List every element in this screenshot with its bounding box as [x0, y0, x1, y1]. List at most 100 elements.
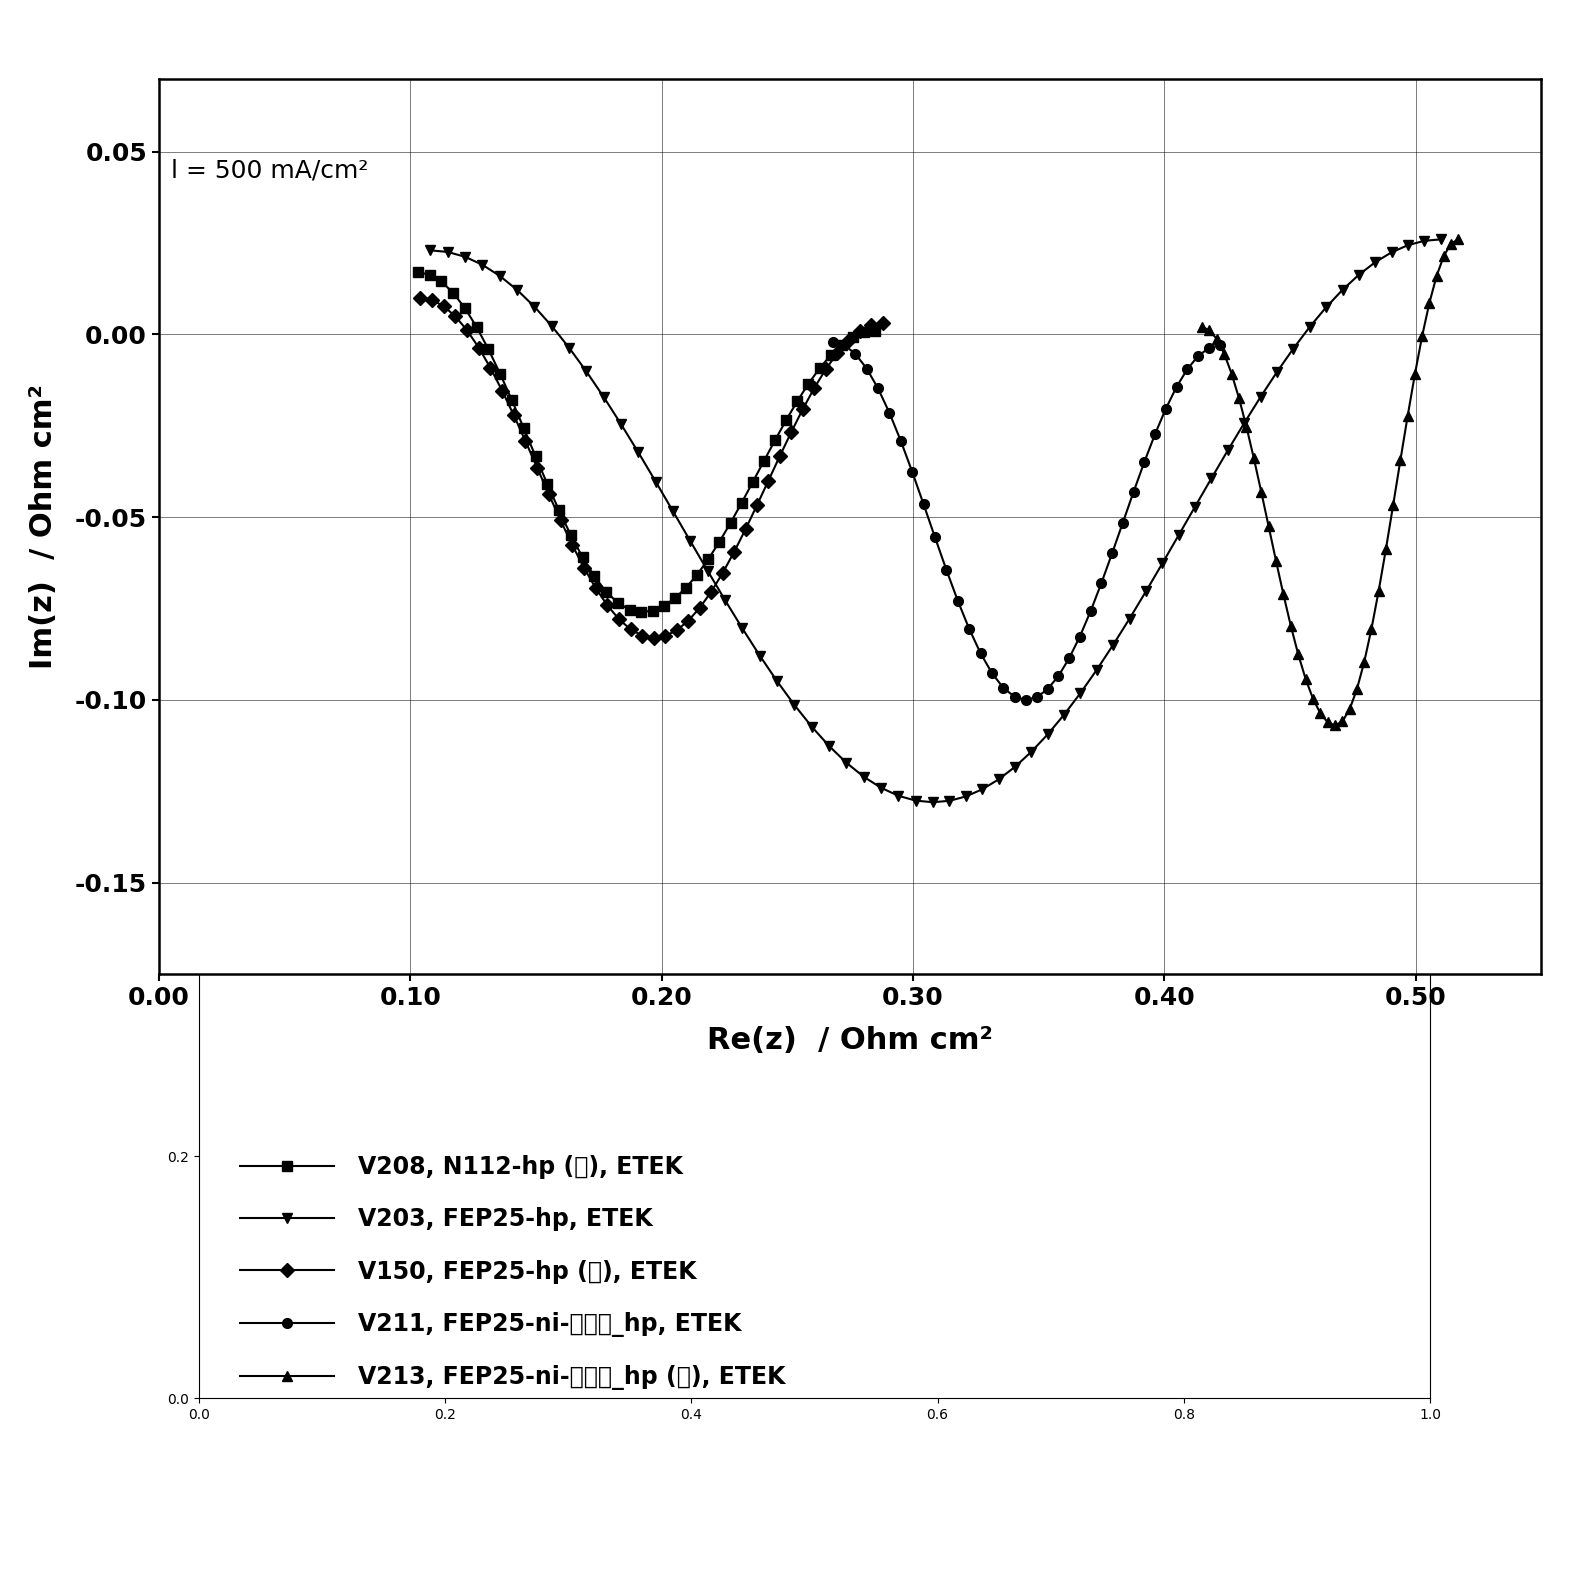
- V213, FEP25-ni-柔和的_hp (湿), ETEK: [1244, 449, 1263, 468]
- V150, FEP25-hp (湿), ETEK: [423, 291, 442, 309]
- V208, N112-hp (湿), ETEK: [733, 493, 752, 512]
- V208, N112-hp (湿), ETEK: [699, 550, 718, 569]
- V208, N112-hp (湿), ETEK: [644, 602, 663, 621]
- V208, N112-hp (湿), ETEK: [721, 514, 740, 533]
- V211, FEP25-ni-柔和的_hp, ETEK: [1157, 399, 1176, 418]
- V211, FEP25-ni-柔和的_hp, ETEK: [1177, 360, 1197, 379]
- V213, FEP25-ni-柔和的_hp (湿), ETEK: [1362, 619, 1381, 638]
- V208, N112-hp (湿), ETEK: [677, 578, 696, 597]
- V211, FEP25-ni-柔和的_hp, ETEK: [1006, 688, 1025, 707]
- V213, FEP25-ni-柔和的_hp (湿), ETEK: [1405, 364, 1424, 383]
- V208, N112-hp (湿), ETEK: [585, 567, 604, 586]
- V213, FEP25-ni-柔和的_hp (湿), ETEK: [1303, 690, 1322, 709]
- X-axis label: Re(z)  / Ohm cm²: Re(z) / Ohm cm²: [707, 1026, 993, 1056]
- V150, FEP25-hp (湿), ETEK: [621, 621, 640, 639]
- V211, FEP25-ni-柔和的_hp, ETEK: [1017, 691, 1036, 710]
- V208, N112-hp (湿), ETEK: [632, 603, 651, 622]
- V150, FEP25-hp (湿), ETEK: [551, 511, 570, 529]
- V208, N112-hp (湿), ETEK: [443, 283, 462, 302]
- V208, N112-hp (湿), ETEK: [788, 391, 807, 410]
- V213, FEP25-ni-柔和的_hp (湿), ETEK: [1333, 712, 1352, 731]
- Line: V213, FEP25-ni-柔和的_hp (湿), ETEK: V213, FEP25-ni-柔和的_hp (湿), ETEK: [1197, 234, 1463, 731]
- V213, FEP25-ni-柔和的_hp (湿), ETEK: [1266, 551, 1286, 570]
- V213, FEP25-ni-柔和的_hp (湿), ETEK: [1222, 364, 1241, 383]
- V203, FEP25-hp, ETEK: [421, 240, 440, 259]
- V208, N112-hp (湿), ETEK: [419, 265, 439, 284]
- V150, FEP25-hp (湿), ETEK: [861, 316, 880, 335]
- V211, FEP25-ni-柔和的_hp, ETEK: [1103, 544, 1122, 562]
- V150, FEP25-hp (湿), ETEK: [586, 578, 605, 597]
- V208, N112-hp (湿), ETEK: [866, 322, 885, 341]
- V211, FEP25-ni-柔和的_hp, ETEK: [1038, 680, 1057, 699]
- V211, FEP25-ni-柔和的_hp, ETEK: [891, 432, 910, 451]
- Legend: V208, N112-hp (湿), ETEK, V203, FEP25-hp, ETEK, V150, FEP25-hp (湿), ETEK, V211, F: V208, N112-hp (湿), ETEK, V203, FEP25-hp,…: [240, 1155, 785, 1390]
- V213, FEP25-ni-柔和的_hp (湿), ETEK: [1384, 495, 1403, 514]
- V208, N112-hp (湿), ETEK: [478, 339, 497, 358]
- V213, FEP25-ni-柔和的_hp (湿), ETEK: [1289, 646, 1308, 665]
- V211, FEP25-ni-柔和的_hp, ETEK: [1200, 339, 1219, 358]
- V150, FEP25-hp (湿), ETEK: [504, 405, 523, 424]
- V211, FEP25-ni-柔和的_hp, ETEK: [1135, 452, 1154, 471]
- V208, N112-hp (湿), ETEK: [561, 526, 580, 545]
- V213, FEP25-ni-柔和的_hp (湿), ETEK: [1258, 517, 1278, 536]
- V150, FEP25-hp (湿), ETEK: [817, 360, 836, 379]
- V208, N112-hp (湿), ETEK: [408, 262, 427, 281]
- V208, N112-hp (湿), ETEK: [688, 566, 707, 584]
- V150, FEP25-hp (湿), ETEK: [656, 627, 675, 646]
- V213, FEP25-ni-柔和的_hp (湿), ETEK: [1390, 451, 1409, 470]
- V213, FEP25-ni-柔和的_hp (湿), ETEK: [1311, 704, 1330, 723]
- V213, FEP25-ni-柔和的_hp (湿), ETEK: [1230, 388, 1249, 407]
- V213, FEP25-ni-柔和的_hp (湿), ETEK: [1427, 267, 1446, 286]
- V211, FEP25-ni-柔和的_hp, ETEK: [869, 379, 888, 397]
- V211, FEP25-ni-柔和的_hp, ETEK: [1060, 649, 1079, 668]
- V150, FEP25-hp (湿), ETEK: [874, 314, 893, 333]
- V150, FEP25-hp (湿), ETEK: [760, 471, 779, 490]
- V150, FEP25-hp (湿), ETEK: [736, 520, 755, 539]
- V208, N112-hp (湿), ETEK: [502, 391, 521, 410]
- V211, FEP25-ni-柔和的_hp, ETEK: [982, 663, 1001, 682]
- V150, FEP25-hp (湿), ETEK: [447, 306, 466, 325]
- V211, FEP25-ni-柔和的_hp, ETEK: [845, 344, 864, 363]
- V213, FEP25-ni-柔和的_hp (湿), ETEK: [1413, 327, 1432, 346]
- V208, N112-hp (湿), ETEK: [596, 583, 615, 602]
- V150, FEP25-hp (湿), ETEK: [679, 611, 698, 630]
- Line: V203, FEP25-hp, ETEK: V203, FEP25-hp, ETEK: [426, 234, 1446, 807]
- V150, FEP25-hp (湿), ETEK: [632, 627, 651, 646]
- V203, FEP25-hp, ETEK: [629, 443, 648, 462]
- V150, FEP25-hp (湿), ETEK: [434, 297, 453, 316]
- V150, FEP25-hp (湿), ETEK: [528, 459, 547, 478]
- V150, FEP25-hp (湿), ETEK: [690, 599, 709, 617]
- V208, N112-hp (湿), ETEK: [550, 501, 569, 520]
- V211, FEP25-ni-柔和的_hp, ETEK: [971, 644, 990, 663]
- V208, N112-hp (湿), ETEK: [710, 533, 729, 551]
- V208, N112-hp (湿), ETEK: [467, 317, 486, 336]
- Y-axis label: Im(z)  / Ohm cm²: Im(z) / Ohm cm²: [29, 383, 59, 669]
- V213, FEP25-ni-柔和的_hp (湿), ETEK: [1214, 344, 1233, 363]
- V213, FEP25-ni-柔和的_hp (湿), ETEK: [1325, 716, 1344, 735]
- V150, FEP25-hp (湿), ETEK: [458, 320, 477, 339]
- V213, FEP25-ni-柔和的_hp (湿), ETEK: [1449, 229, 1468, 248]
- V211, FEP25-ni-柔和的_hp, ETEK: [1189, 347, 1208, 366]
- V213, FEP25-ni-柔和的_hp (湿), ETEK: [1441, 234, 1460, 253]
- V203, FEP25-hp, ETEK: [988, 770, 1007, 789]
- V150, FEP25-hp (湿), ETEK: [597, 595, 617, 614]
- V211, FEP25-ni-柔和的_hp, ETEK: [1211, 336, 1230, 355]
- V211, FEP25-ni-柔和的_hp, ETEK: [903, 462, 922, 481]
- V213, FEP25-ni-柔和的_hp (湿), ETEK: [1370, 581, 1389, 600]
- V211, FEP25-ni-柔和的_hp, ETEK: [1026, 688, 1046, 707]
- V208, N112-hp (湿), ETEK: [799, 374, 818, 393]
- V211, FEP25-ni-柔和的_hp, ETEK: [1123, 482, 1142, 501]
- V211, FEP25-ni-柔和的_hp, ETEK: [925, 528, 944, 547]
- V150, FEP25-hp (湿), ETEK: [828, 344, 847, 363]
- V211, FEP25-ni-柔和的_hp, ETEK: [1071, 627, 1090, 646]
- V208, N112-hp (湿), ETEK: [833, 335, 852, 353]
- V150, FEP25-hp (湿), ETEK: [725, 542, 744, 561]
- V211, FEP25-ni-柔和的_hp, ETEK: [880, 404, 899, 423]
- V208, N112-hp (湿), ETEK: [515, 419, 534, 438]
- V213, FEP25-ni-柔和的_hp (湿), ETEK: [1347, 680, 1367, 699]
- Line: V211, FEP25-ni-柔和的_hp, ETEK: V211, FEP25-ni-柔和的_hp, ETEK: [828, 336, 1225, 705]
- V203, FEP25-hp, ETEK: [1317, 298, 1336, 317]
- V213, FEP25-ni-柔和的_hp (湿), ETEK: [1281, 616, 1300, 635]
- V208, N112-hp (湿), ETEK: [822, 346, 841, 364]
- V213, FEP25-ni-柔和的_hp (湿), ETEK: [1319, 713, 1338, 732]
